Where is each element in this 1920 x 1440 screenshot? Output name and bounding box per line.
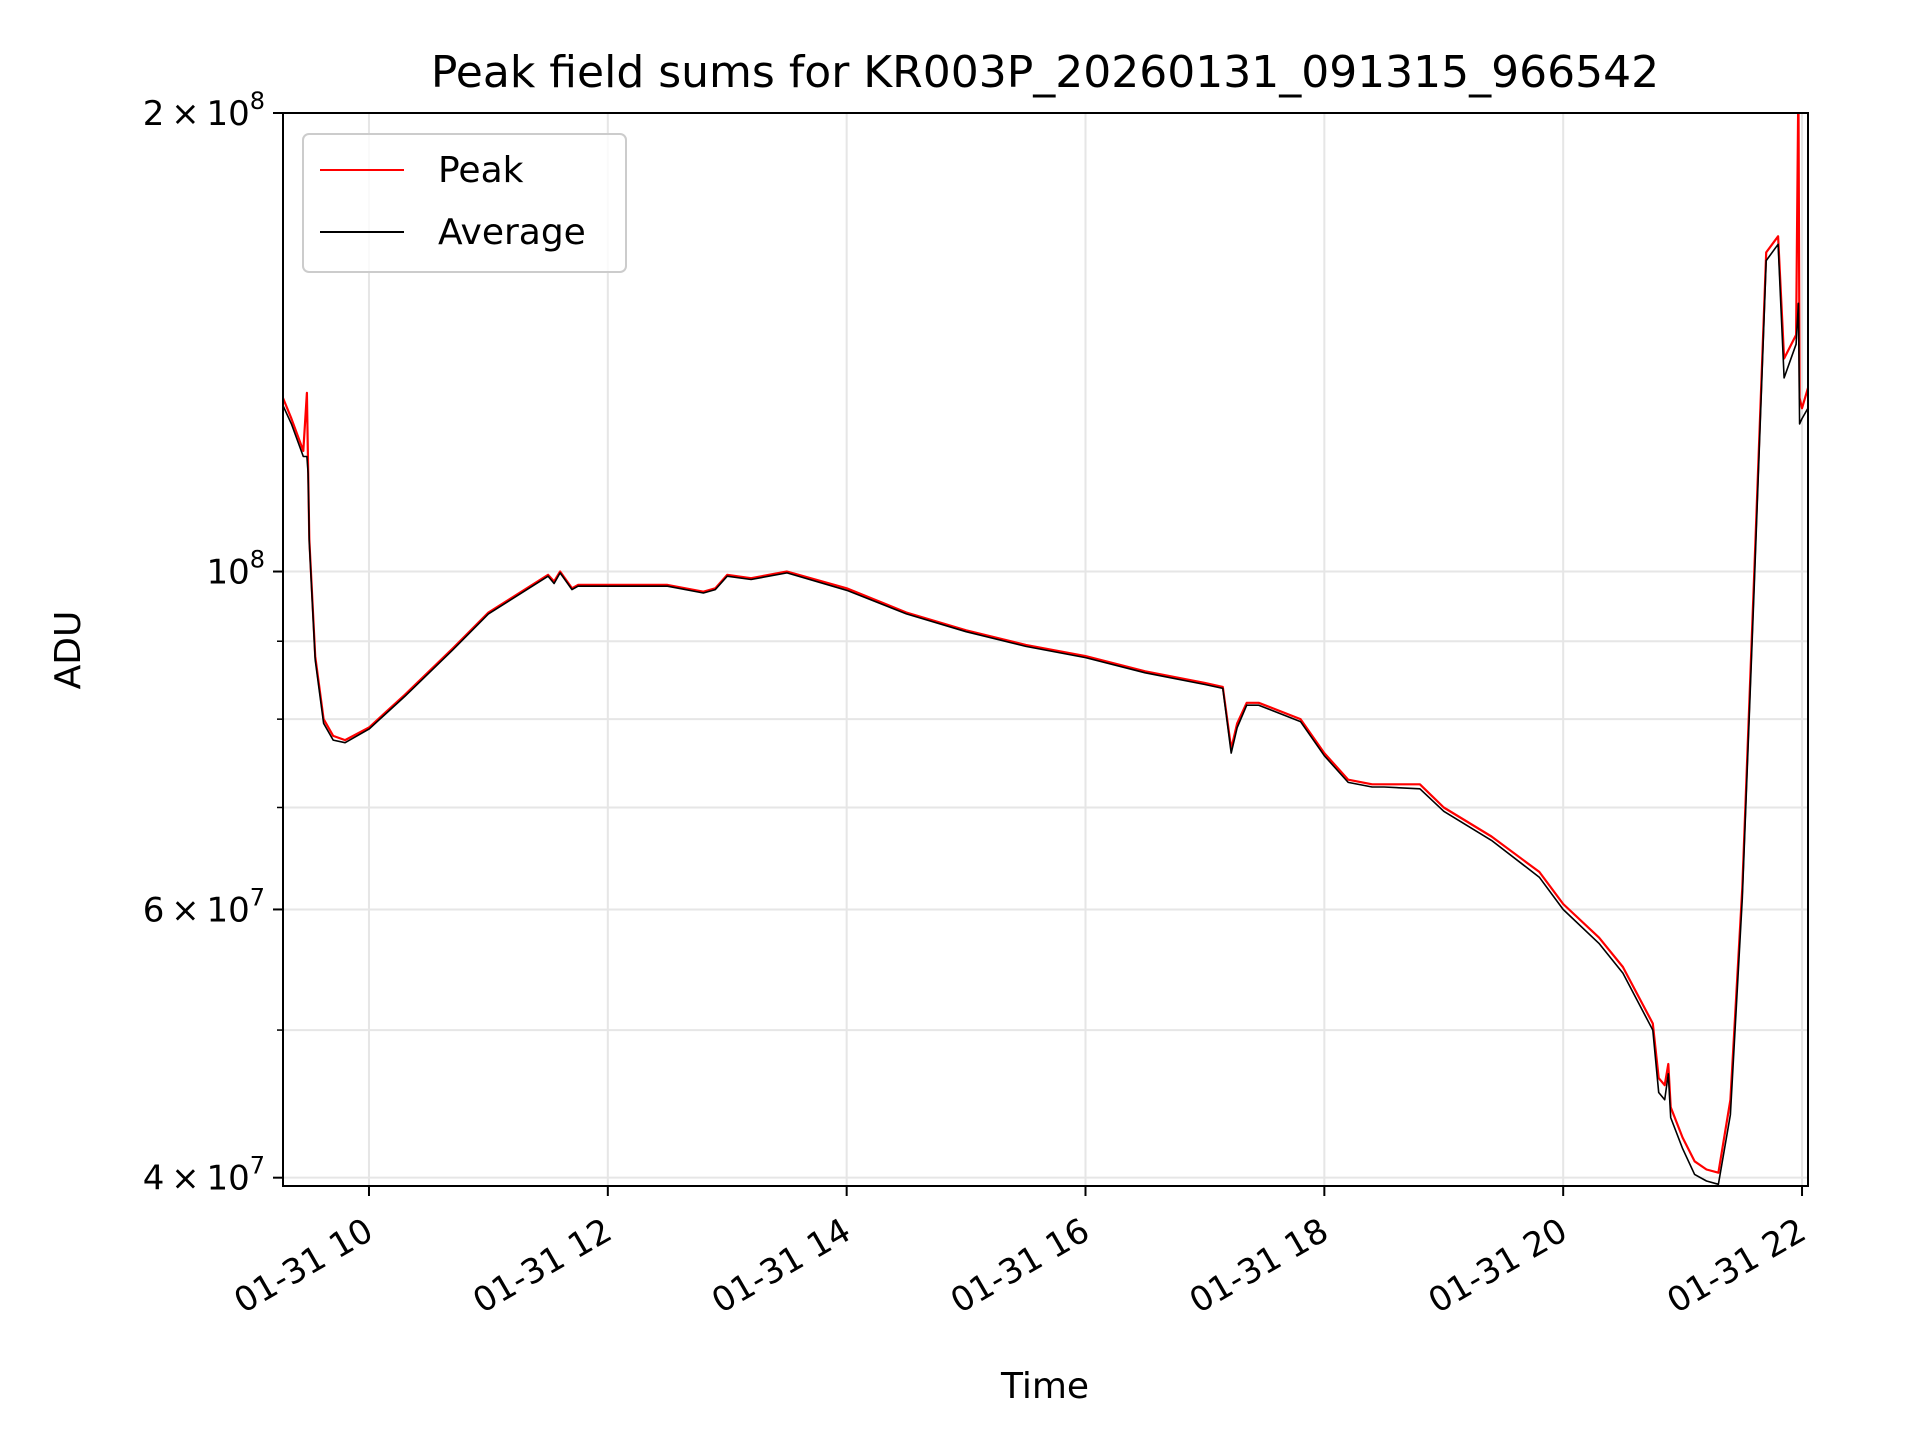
plot-frame [282, 112, 1809, 1187]
series-layer [283, 113, 1808, 1186]
legend: Peak Average [302, 133, 627, 273]
x-axis-label: Time [1000, 1366, 1089, 1407]
series-line-average [283, 243, 1808, 1186]
chart-title: Peak field sums for KR003P_20260131_0913… [431, 47, 1659, 98]
legend-average-label: Average [438, 212, 586, 253]
y-tick-label: 4 × 107 [143, 1152, 265, 1199]
y-tick-label: 108 [206, 546, 265, 593]
legend-box [302, 133, 627, 273]
y-axis-label: ADU [48, 611, 89, 690]
y-tick-label: 2 × 108 [143, 87, 265, 134]
y-tick-label: 6 × 107 [143, 883, 265, 930]
legend-peak-label: Peak [438, 150, 524, 191]
series-line-peak [283, 113, 1808, 1174]
